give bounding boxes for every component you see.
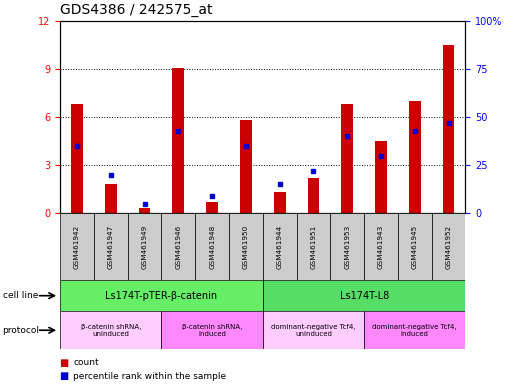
Text: percentile rank within the sample: percentile rank within the sample <box>73 372 226 381</box>
Text: cell line: cell line <box>3 291 38 300</box>
Bar <box>331 213 364 280</box>
Text: GSM461947: GSM461947 <box>108 225 114 269</box>
Text: GSM461944: GSM461944 <box>277 225 283 269</box>
Bar <box>308 178 320 213</box>
Text: dominant-negative Tcf4,
uninduced: dominant-negative Tcf4, uninduced <box>271 324 356 337</box>
Bar <box>71 104 83 213</box>
Bar <box>162 213 195 280</box>
Bar <box>398 213 431 280</box>
Text: GSM461946: GSM461946 <box>175 225 181 269</box>
Bar <box>263 213 297 280</box>
Bar <box>364 311 465 349</box>
Bar <box>162 311 263 349</box>
Bar <box>274 192 286 213</box>
Bar <box>173 68 184 213</box>
Bar <box>206 202 218 213</box>
Text: GSM461945: GSM461945 <box>412 225 418 269</box>
Text: GSM461949: GSM461949 <box>142 225 147 269</box>
Text: GSM461953: GSM461953 <box>344 225 350 269</box>
Bar <box>442 45 454 213</box>
Text: GSM461948: GSM461948 <box>209 225 215 269</box>
Text: GSM461950: GSM461950 <box>243 225 249 269</box>
Text: GSM461952: GSM461952 <box>446 225 451 269</box>
Bar <box>375 141 387 213</box>
Bar <box>60 311 162 349</box>
Bar <box>139 208 151 213</box>
Bar <box>229 213 263 280</box>
Bar <box>60 280 263 311</box>
Text: dominant-negative Tcf4,
induced: dominant-negative Tcf4, induced <box>372 324 457 337</box>
Text: GDS4386 / 242575_at: GDS4386 / 242575_at <box>60 3 213 17</box>
Text: GSM461942: GSM461942 <box>74 225 80 269</box>
Bar <box>60 213 94 280</box>
Bar <box>263 311 364 349</box>
Bar <box>364 213 398 280</box>
Text: GSM461943: GSM461943 <box>378 225 384 269</box>
Bar <box>128 213 162 280</box>
Bar <box>431 213 465 280</box>
Text: β-catenin shRNA,
induced: β-catenin shRNA, induced <box>182 324 242 337</box>
Text: count: count <box>73 358 99 367</box>
Text: Ls174T-L8: Ls174T-L8 <box>339 291 389 301</box>
Text: ■: ■ <box>60 371 73 381</box>
Bar <box>342 104 353 213</box>
Text: protocol: protocol <box>3 326 40 335</box>
Bar <box>240 120 252 213</box>
Text: β-catenin shRNA,
uninduced: β-catenin shRNA, uninduced <box>81 324 141 337</box>
Bar <box>409 101 420 213</box>
Text: Ls174T-pTER-β-catenin: Ls174T-pTER-β-catenin <box>106 291 218 301</box>
Text: ■: ■ <box>60 358 73 368</box>
Bar <box>195 213 229 280</box>
Text: GSM461951: GSM461951 <box>311 225 316 269</box>
Bar <box>94 213 128 280</box>
Bar <box>297 213 331 280</box>
Bar <box>263 280 465 311</box>
Bar <box>105 184 117 213</box>
